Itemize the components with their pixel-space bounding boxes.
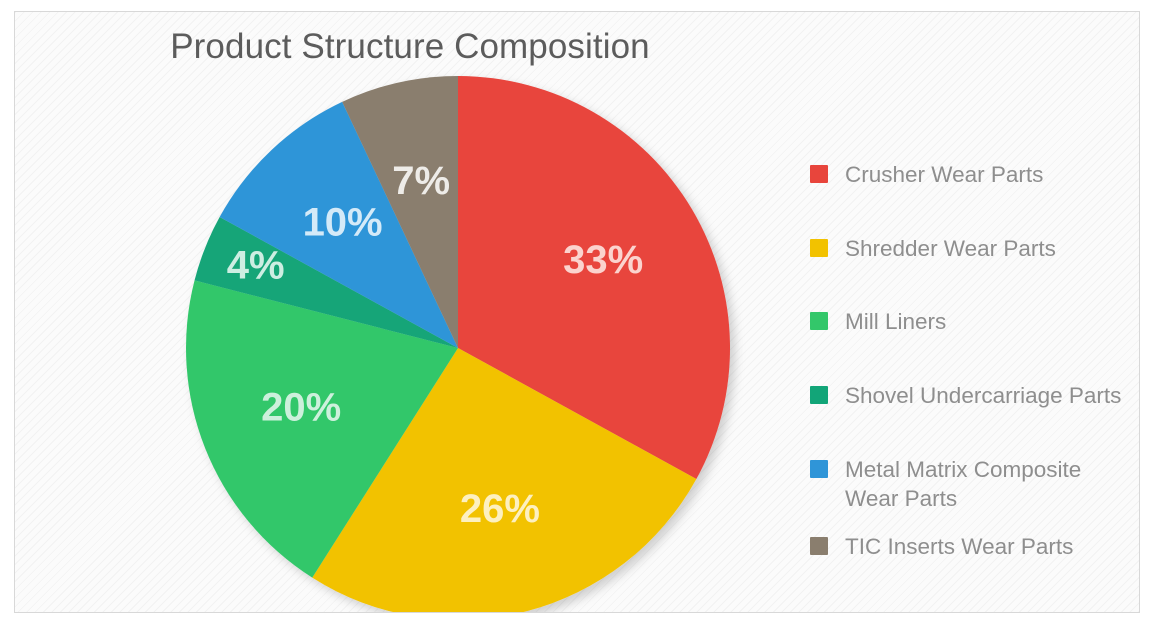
pie-slice[interactable] bbox=[219, 101, 458, 348]
legend-item[interactable]: Metal Matrix Composite Wear Parts bbox=[810, 455, 1139, 514]
legend-item-label: Shovel Undercarriage Parts bbox=[845, 383, 1122, 409]
chart-title: Product Structure Composition bbox=[170, 27, 650, 66]
pie-chart-svg: 33%26%20%4%10%7% bbox=[186, 76, 731, 613]
pie-slices bbox=[186, 76, 731, 613]
pie-slice[interactable] bbox=[458, 76, 731, 480]
legend-swatch-icon bbox=[810, 459, 828, 478]
legend-item[interactable]: Shredder Wear Parts bbox=[810, 234, 1139, 264]
legend-item[interactable]: Mill Liners bbox=[810, 307, 1139, 337]
legend-item[interactable]: TIC Inserts Wear Parts bbox=[810, 532, 1139, 562]
chart-legend: Crusher Wear Parts Shredder Wear Parts Mil… bbox=[810, 160, 1139, 606]
pie-chart: 33% 26% 20% 4% 10% 7% bbox=[184, 74, 732, 613]
legend-item-label: Mill Liners bbox=[845, 309, 947, 335]
legend-swatch-icon bbox=[810, 238, 828, 257]
legend-swatch-icon bbox=[810, 386, 828, 405]
legend-swatch-icon bbox=[810, 312, 828, 331]
pie-slice[interactable] bbox=[342, 76, 458, 348]
pie-slice[interactable] bbox=[312, 348, 697, 613]
legend-item[interactable]: Shovel Undercarriage Parts bbox=[810, 381, 1139, 411]
chart-container: Product Structure Composition 33% 26% 20% 4… bbox=[14, 11, 1140, 613]
pie-slice[interactable] bbox=[194, 216, 459, 348]
legend-item-label: Crusher Wear Parts bbox=[845, 162, 1044, 187]
legend-item-label: TIC Inserts Wear Parts bbox=[845, 534, 1074, 560]
legend-item[interactable]: Crusher Wear Parts bbox=[810, 160, 1139, 190]
legend-swatch-icon bbox=[810, 537, 828, 556]
legend-item-label: Metal Matrix Composite Wear Parts bbox=[845, 456, 1082, 512]
legend-item-label: Shredder Wear Parts bbox=[845, 235, 1056, 261]
pie-slice[interactable] bbox=[186, 280, 458, 578]
legend-swatch-icon bbox=[810, 165, 828, 183]
